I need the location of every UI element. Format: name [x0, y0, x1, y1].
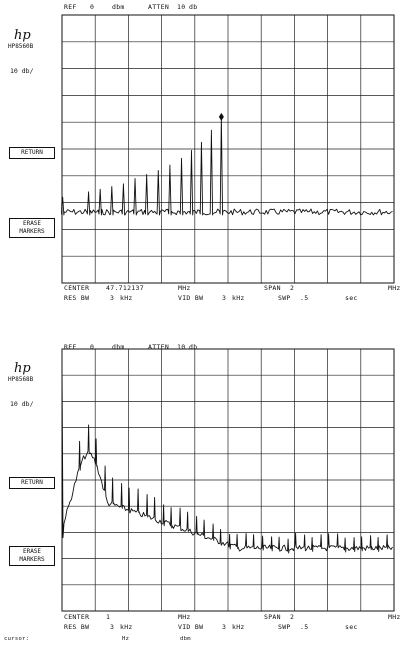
vbw-unit: kHz — [232, 623, 245, 631]
signal-trace — [61, 362, 393, 554]
span-unit: MHz — [388, 613, 401, 621]
atten-unit: db — [189, 343, 198, 351]
ref-label: REF — [64, 3, 77, 11]
rbw-unit: kHz — [120, 623, 133, 631]
atten-unit: db — [189, 3, 198, 11]
ref-label: REF — [64, 343, 77, 351]
hp-logo: hp — [14, 361, 31, 376]
center-value: 1 — [106, 613, 111, 621]
return-softkey[interactable]: RETURN — [9, 477, 55, 489]
vbw-label: VID BW — [178, 623, 204, 631]
erase-markers-label: ERASE MARKERS — [19, 548, 45, 563]
atten-label: ATTEN — [148, 343, 170, 351]
cursor-label: cursor: — [4, 636, 30, 642]
erase-markers-softkey[interactable]: ERASE MARKERS — [9, 218, 55, 238]
ref-value: 0 — [90, 3, 95, 11]
ref-unit: dbm — [112, 343, 125, 351]
center-label: CENTER — [64, 613, 90, 621]
cursor-amp-unit: dbm — [180, 636, 191, 642]
rbw-label: RES BW — [64, 623, 90, 631]
analyzer-screen-2: REF 0 dbm ATTEN 10 db hp HP8568B 10 db/ … — [0, 340, 415, 658]
center-value: 47.712137 — [106, 284, 144, 292]
display-frame — [61, 348, 395, 612]
atten-label: ATTEN — [148, 3, 170, 11]
analyzer-screen-1: REF 0 dbm ATTEN 10 db hp HP8560B 10 db/ … — [0, 0, 415, 302]
cursor-freq-unit: Hz — [122, 636, 130, 642]
vbw-label: VID BW — [178, 294, 204, 302]
erase-markers-label: ERASE MARKERS — [19, 220, 45, 235]
return-softkey[interactable]: RETURN — [9, 147, 55, 159]
center-unit: MHz — [178, 284, 191, 292]
rbw-unit: kHz — [120, 294, 133, 302]
span-value: 2 — [290, 613, 295, 621]
sweep-unit: sec — [345, 623, 358, 631]
sweep-unit: sec — [345, 294, 358, 302]
rbw-value: 3 — [110, 294, 115, 302]
vbw-value: 3 — [222, 623, 227, 631]
graticule — [62, 349, 394, 611]
marker-diamond — [218, 112, 224, 121]
vbw-value: 3 — [222, 294, 227, 302]
span-unit: MHz — [388, 284, 401, 292]
ref-value: 0 — [90, 343, 95, 351]
vbw-unit: kHz — [232, 294, 245, 302]
rbw-value: 3 — [110, 623, 115, 631]
model-label: HP8560B — [8, 43, 34, 50]
span-label: SPAN — [264, 284, 281, 292]
sweep-value: .5 — [300, 623, 309, 631]
atten-value: 10 — [177, 3, 186, 11]
span-label: SPAN — [264, 613, 281, 621]
scale-label: 10 db/ — [10, 67, 34, 75]
scale-label: 10 db/ — [10, 400, 34, 408]
sweep-value: .5 — [300, 294, 309, 302]
hp-logo: hp — [14, 28, 31, 43]
erase-markers-softkey[interactable]: ERASE MARKERS — [9, 546, 55, 566]
sweep-label: SWP — [278, 623, 291, 631]
signal-trace — [61, 116, 393, 216]
center-unit: MHz — [178, 613, 191, 621]
ref-unit: dbm — [112, 3, 125, 11]
span-value: 2 — [290, 284, 295, 292]
atten-value: 10 — [177, 343, 186, 351]
display-frame — [61, 14, 395, 284]
graticule — [62, 15, 394, 283]
center-label: CENTER — [64, 284, 90, 292]
sweep-label: SWP — [278, 294, 291, 302]
rbw-label: RES BW — [64, 294, 90, 302]
model-label: HP8568B — [8, 376, 34, 383]
trace-display — [61, 14, 395, 284]
trace-display — [61, 348, 395, 612]
